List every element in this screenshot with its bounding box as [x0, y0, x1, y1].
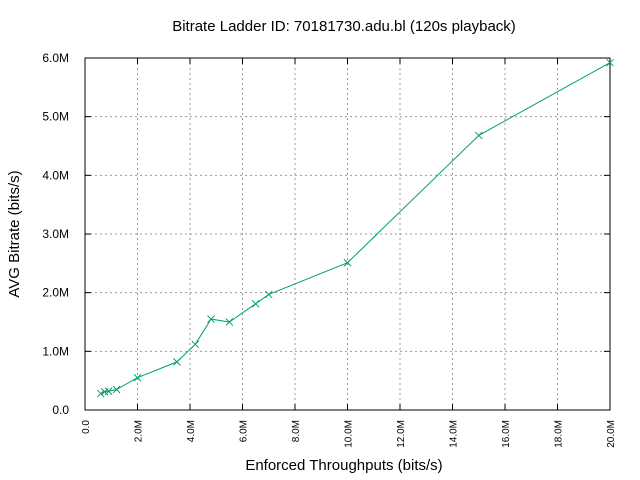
data-point-stroke — [133, 373, 142, 382]
axis-ticks: 0.0 1.0M 2.0M 3.0M 4.0M 5.0M 6.0M 0.0 2.0M 4.0M 6.… — [42, 51, 617, 448]
y-tick-label: 5.0M — [42, 110, 69, 124]
y-tick-label: 2.0M — [42, 286, 69, 300]
series-layer — [96, 58, 614, 398]
data-point-stroke — [191, 340, 200, 349]
x-tick-label: 12.0M — [396, 420, 407, 448]
y-axis-label: AVG Bitrate (bits/s) — [6, 170, 23, 297]
data-point-stroke — [606, 58, 614, 67]
data-point — [112, 385, 121, 394]
y-tick-label: 6.0M — [42, 51, 69, 65]
data-point-stroke — [343, 258, 352, 267]
data-point-stroke — [112, 385, 121, 394]
data-point — [173, 358, 181, 366]
data-point — [251, 299, 260, 308]
data-point — [104, 387, 113, 396]
data-point — [606, 58, 614, 67]
data-point-stroke — [474, 131, 483, 140]
x-tick-label: 8.0M — [291, 420, 302, 442]
x-tick-label: 14.0M — [449, 420, 460, 448]
x-tick-label: 20.0M — [606, 420, 617, 448]
data-point-stroke — [173, 358, 181, 366]
x-tick-label: 4.0M — [186, 420, 197, 442]
data-point-stroke — [104, 387, 113, 396]
grid — [85, 58, 610, 410]
x-tick-label: 16.0M — [501, 420, 512, 448]
x-tick-label: 10.0M — [344, 420, 355, 448]
y-tick-label: 0.0 — [52, 403, 69, 417]
x-tick-label: 0.0 — [81, 420, 92, 434]
series-line — [100, 62, 611, 395]
data-point — [191, 340, 200, 349]
x-tick-label: 2.0M — [134, 420, 145, 442]
x-tick-label: 18.0M — [554, 420, 565, 448]
data-point — [133, 373, 142, 382]
x-axis-label: Enforced Throughputs (bits/s) — [245, 457, 442, 474]
data-point-stroke — [96, 389, 105, 398]
data-point — [225, 318, 234, 326]
data-point — [343, 258, 352, 267]
data-point — [474, 131, 483, 140]
x-tick-label: 6.0M — [239, 420, 250, 442]
y-tick-label: 1.0M — [42, 344, 69, 358]
data-point — [96, 389, 105, 398]
y-tick-label: 3.0M — [42, 227, 69, 241]
data-point — [207, 315, 215, 323]
data-point-stroke — [207, 315, 215, 323]
data-point-stroke — [225, 318, 234, 326]
data-point — [264, 290, 273, 299]
data-point-stroke — [264, 290, 273, 299]
chart-title: Bitrate Ladder ID: 70181730.adu.bl (120s… — [172, 18, 516, 35]
data-point-stroke — [251, 299, 260, 308]
y-tick-label: 4.0M — [42, 168, 69, 182]
